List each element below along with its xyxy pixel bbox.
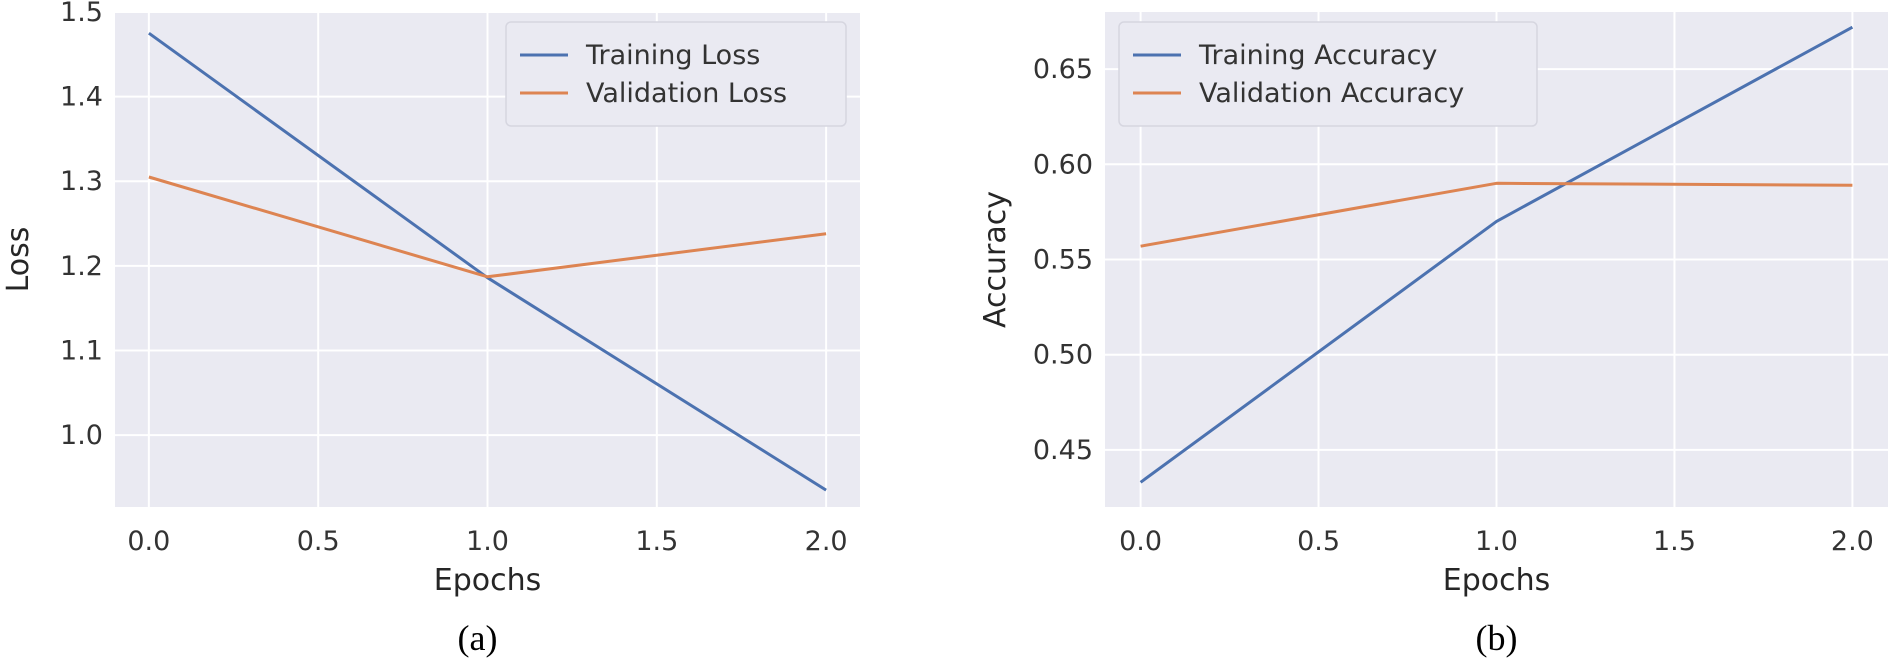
series-line-training [1139,25,1854,484]
loss-chart: 0.0 0.5 1.0 1.5 2.0 1.0 1.1 1.2 1.3 1.4 1.5 Epochs L… [1,0,860,658]
x-tick-label: 1.5 [1653,526,1696,557]
legend: Training Accuracy Validation Accuracy [1118,21,1538,127]
legend: Training Loss Validation Loss [505,21,847,127]
y-tick-label: 1.4 [60,82,103,113]
legend-box [1118,21,1538,127]
legend-box [505,21,847,127]
y-axis-label: Accuracy [978,191,1013,328]
x-tick-label: 0.0 [1119,526,1162,557]
x-axis-label: Epochs [1443,563,1551,598]
y-tick-label: 1.0 [60,420,103,451]
x-tick-label: 1.0 [1475,526,1518,557]
panel-caption: (b) [1476,618,1518,658]
x-tick-label: 0.5 [297,526,340,557]
legend-entry: Validation Accuracy [1199,78,1464,109]
y-tick-label: 0.65 [1033,54,1093,85]
y-tick-label: 0.50 [1033,340,1093,371]
legend-entry: Validation Loss [586,78,787,109]
legend-entry: Training Accuracy [1198,40,1437,71]
y-tick-label: 0.60 [1033,149,1093,180]
series-line-validation [1140,181,1853,248]
y-tick-label: 1.1 [60,335,103,366]
y-axis-label: Loss [1,227,36,293]
y-tick-label: 1.5 [60,0,103,28]
y-tick-label: 0.45 [1033,435,1093,466]
y-tick-label: 0.55 [1033,245,1093,276]
panel-caption: (a) [458,618,498,658]
x-tick-label: 2.0 [1831,526,1874,557]
series-line-validation [148,175,827,279]
legend-entry: Training Loss [585,40,760,71]
accuracy-chart: 0.0 0.5 1.0 1.5 2.0 0.45 0.50 0.55 0.60 0.65 Epoch… [978,12,1888,658]
x-tick-label: 1.0 [466,526,509,557]
x-tick-label: 0.0 [127,526,170,557]
x-tick-label: 0.5 [1297,526,1340,557]
y-tick-label: 1.2 [60,251,103,282]
x-tick-label: 1.5 [635,526,678,557]
x-axis-label: Epochs [434,563,542,598]
x-tick-label: 2.0 [805,526,848,557]
y-tick-label: 1.3 [60,166,103,197]
